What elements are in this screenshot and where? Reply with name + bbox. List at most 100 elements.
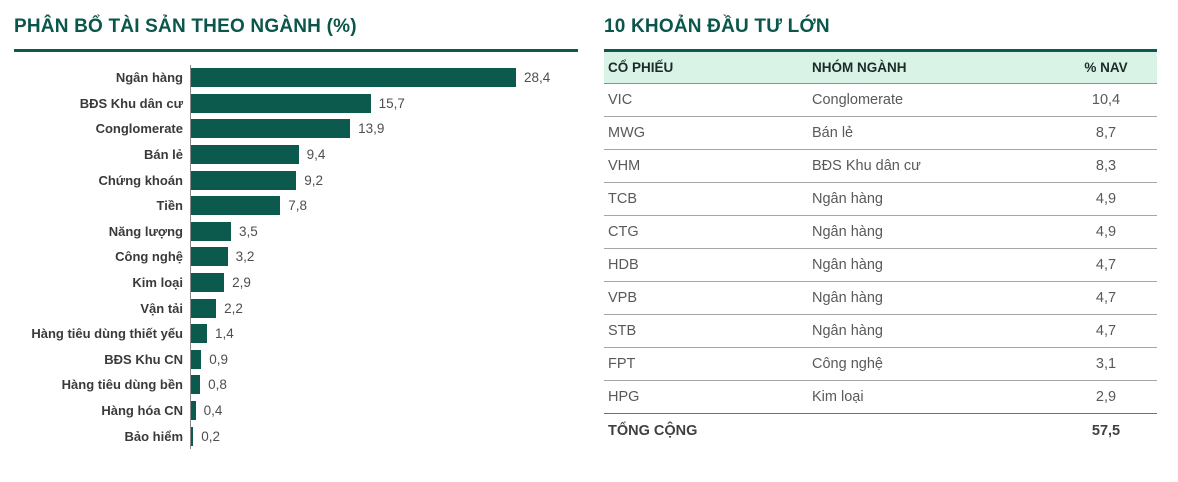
bar-category-label: Hàng tiêu dùng thiết yếu: [31, 326, 183, 342]
table-header-row: CỔ PHIẾU NHÓM NGÀNH % NAV: [604, 52, 1157, 84]
bar: [191, 273, 225, 293]
holding-ticker: MWG: [604, 116, 808, 150]
total-label: TỔNG CỘNG: [604, 413, 808, 448]
bar-track: 0,9: [190, 346, 578, 373]
bar: [191, 426, 194, 446]
table-title-rule: [604, 49, 1157, 52]
bar-row: Bảo hiểm 0,2: [14, 423, 578, 449]
bar: [191, 401, 196, 421]
bar: [191, 119, 351, 139]
bar: [191, 145, 299, 165]
holding-row: MWG Bán lẻ 8,7: [604, 116, 1157, 150]
bar-track: 0,4: [190, 397, 578, 424]
total-spacer: [808, 413, 1055, 448]
holding-row: HPG Kim loại 2,9: [604, 381, 1157, 414]
bar-value-label: 13,9: [358, 121, 385, 137]
bar-value-label: 3,5: [239, 223, 258, 239]
bar-category-label: BĐS Khu dân cư: [79, 95, 183, 111]
bar: [191, 221, 232, 241]
bar-category-label: Tiền: [156, 198, 184, 214]
bar-row: Vận tải 2,2: [14, 295, 578, 321]
bar-track: 0,8: [190, 372, 578, 398]
holding-row: STB Ngân hàng 4,7: [604, 314, 1157, 348]
holding-sector: Ngân hàng: [808, 314, 1055, 348]
holding-row: HDB Ngân hàng 4,7: [604, 248, 1157, 282]
bar-value-label: 9,4: [306, 147, 326, 163]
bar-row: Hàng tiêu dùng thiết yếu 1,4: [14, 320, 578, 347]
holding-nav-percent: 3,1: [1055, 347, 1157, 381]
holding-sector: BĐS Khu dân cư: [808, 149, 1055, 183]
bar-category-label: Vận tải: [140, 300, 183, 316]
holding-row: VHM BĐS Khu dân cư 8,3: [604, 149, 1157, 183]
column-header-sector: NHÓM NGÀNH: [808, 52, 1055, 84]
holding-sector: Ngân hàng: [808, 215, 1055, 249]
bar-row: Chứng khoán 9,2: [14, 167, 578, 193]
bar-value-label: 2,9: [232, 275, 251, 291]
bar-track: 7,8: [190, 192, 578, 219]
holding-nav-percent: 4,7: [1055, 281, 1157, 315]
bar-value-label: 2,2: [224, 300, 243, 316]
table-title: 10 KHOẢN ĐẦU TƯ LỚN: [604, 16, 830, 37]
bar-category-label: Năng lượng: [108, 223, 183, 239]
holding-ticker: HPG: [608, 389, 640, 405]
holding-sector: Ngân hàng: [808, 281, 1055, 315]
bar: [191, 247, 228, 267]
bar-row: Conglomerate 13,9: [14, 116, 578, 142]
bar-track: 9,2: [190, 167, 578, 193]
holding-sector: Kim loại: [812, 389, 864, 405]
bar-track: 28,4: [190, 65, 578, 91]
bar-track: 0,2: [190, 423, 578, 449]
holding-ticker: CTG: [604, 215, 808, 249]
holding-sector: Bán lẻ: [808, 116, 1055, 150]
bar-value-label: 3,2: [235, 249, 255, 265]
bar-track: 13,9: [190, 116, 578, 142]
holding-ticker: TCB: [604, 182, 808, 216]
table-total-row: TỔNG CỘNG 57,5: [604, 413, 1157, 448]
sector-bar-chart: Ngân hàng 28,4 BĐS Khu dân cư 15,7 Conglomer…: [14, 65, 578, 449]
bar-track: 2,2: [190, 295, 578, 321]
chart-title: PHÂN BỔ TÀI SẢN THEO NGÀNH (%): [14, 16, 357, 37]
bar: [191, 170, 297, 190]
total-value: 57,5: [1055, 413, 1157, 448]
top-holdings-panel: 10 KHOẢN ĐẦU TƯ LỚN CỔ PHIẾU NHÓM NGÀNH …: [604, 16, 1157, 448]
bar-row: BĐS Khu CN 0,9: [14, 346, 578, 373]
holding-nav-percent: 10,4: [1055, 83, 1157, 117]
holding-sector: Conglomerate: [808, 83, 1055, 117]
holding-nav-percent: 2,9: [1095, 389, 1117, 405]
holding-ticker: VPB: [604, 281, 808, 315]
bar: [191, 298, 217, 318]
holding-ticker: FPT: [604, 347, 808, 381]
bar-row: Bán lẻ 9,4: [14, 141, 578, 168]
bar-category-label: Chứng khoán: [98, 172, 183, 188]
bar-row: Năng lượng 3,5: [14, 218, 578, 245]
bar-category-label: Hàng hóa CN: [101, 403, 183, 419]
bar-track: 3,2: [190, 244, 578, 270]
bar-category-label: Công nghệ: [115, 249, 183, 265]
bar-value-label: 9,2: [304, 172, 324, 188]
bar: [191, 93, 371, 113]
bar: [191, 349, 202, 369]
bar-value-label: 1,4: [215, 326, 234, 342]
column-header-ticker: CỔ PHIẾU: [604, 52, 808, 84]
bar-category-label: Ngân hàng: [115, 70, 183, 86]
bar-value-label: 0,4: [203, 403, 223, 419]
bar-value-label: 15,7: [378, 95, 405, 111]
bar-category-label: Bán lẻ: [143, 147, 183, 163]
holding-nav-percent: 8,3: [1055, 149, 1157, 183]
chart-title-rule: [14, 49, 578, 52]
holding-nav-percent: 4,7: [1055, 248, 1157, 282]
top-holdings-table: CỔ PHIẾU NHÓM NGÀNH % NAV VIC Conglomerat…: [604, 52, 1157, 448]
bar-value-label: 0,8: [208, 377, 227, 393]
bar-category-label: Hàng tiêu dùng bền: [61, 377, 183, 393]
holding-nav-percent: 4,7: [1055, 314, 1157, 348]
holding-ticker: STB: [604, 314, 808, 348]
bar-track: 9,4: [190, 141, 578, 168]
bar-category-label: Conglomerate: [95, 121, 183, 137]
bar-row: Tiền 7,8: [14, 192, 578, 219]
bar-value-label: 0,9: [209, 351, 229, 367]
holding-row: TCB Ngân hàng 4,9: [604, 182, 1157, 216]
holding-sector: Ngân hàng: [808, 248, 1055, 282]
bar-row: Hàng tiêu dùng bền 0,8: [14, 372, 578, 398]
column-header-nav: % NAV: [1055, 52, 1157, 84]
